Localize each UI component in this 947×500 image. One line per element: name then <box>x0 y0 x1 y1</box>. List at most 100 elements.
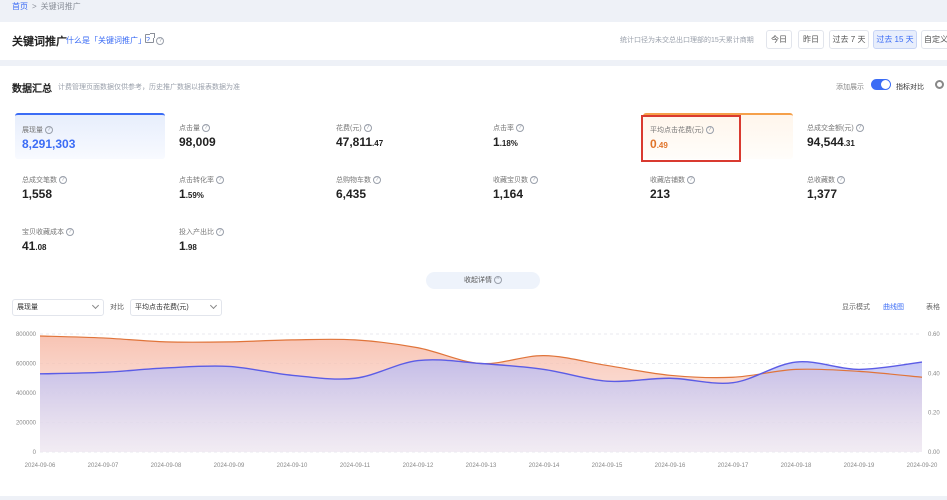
x-tick-label: 2024-09-11 <box>340 463 371 469</box>
y-left-tick-label: 400000 <box>16 391 37 397</box>
chart-axis-labels: 0 200000 400000 600000 800000 0.00 0.20 0.40 0.6… <box>16 332 940 469</box>
breadcrumb: 首页 > 关键词推广 <box>12 1 81 12</box>
primary-metric-value: 展现量 <box>17 304 38 311</box>
external-link-icon[interactable] <box>145 33 155 43</box>
x-tick-label: 2024-09-13 <box>466 463 497 469</box>
metric-value: 41.08 <box>22 239 47 253</box>
metric-card[interactable]: 收藏宝贝数 ? 1,164 <box>486 165 636 211</box>
breadcrumb-home[interactable]: 首页 <box>12 2 28 11</box>
highlight-box <box>641 115 741 162</box>
help-icon: ? <box>705 126 714 135</box>
x-tick-label: 2024-09-14 <box>529 463 560 469</box>
metric-value: 213 <box>650 187 671 201</box>
breadcrumb-separator: > <box>32 2 37 11</box>
range-yesterday-button[interactable]: 昨日 <box>798 30 824 49</box>
metric-label: 收藏店铺数 ? <box>650 175 695 185</box>
range-7-days-button[interactable]: 过去 7 天 <box>829 30 869 49</box>
compare-metric-select[interactable]: 平均点击花费(元) <box>130 299 222 316</box>
metric-label: 总购物车数 ? <box>336 175 381 185</box>
metric-card[interactable]: 宝贝收藏成本 ? 41.08 <box>15 217 165 263</box>
metric-value: 1,377 <box>807 187 838 201</box>
help-icon: ? <box>529 176 538 185</box>
metric-label: 总收藏数 ? <box>807 175 845 185</box>
breadcrumb-current: 关键词推广 <box>40 2 81 11</box>
page-header: 关键词推广 什么是「关键词推广」？ ? 统计口径为未交总出口理部的15天累计商期… <box>0 22 947 60</box>
x-tick-label: 2024-09-10 <box>277 463 308 469</box>
y-left-tick-label: 800000 <box>16 332 37 338</box>
x-tick-label: 2024-09-16 <box>655 463 686 469</box>
summary-title: 数据汇总 <box>12 84 52 95</box>
y-left-tick-label: 0 <box>33 450 37 456</box>
mode-line-chart-tab[interactable]: 曲线图 <box>883 304 904 311</box>
metric-value: 8,291,303 <box>22 137 76 151</box>
metric-label: 收藏宝贝数 ? <box>493 175 538 185</box>
help-icon: ? <box>201 124 210 133</box>
metric-card[interactable]: 投入产出比 ? 1.98 <box>172 217 322 263</box>
metric-card[interactable]: 点击率 ? 1.18% <box>486 113 636 159</box>
metric-label: 宝贝收藏成本 ? <box>22 227 74 237</box>
compare-metric-value: 平均点击花费(元) <box>135 304 189 311</box>
metric-label: 点击转化率 ? <box>179 175 224 185</box>
help-icon: ? <box>65 228 74 237</box>
help-icon: ? <box>215 228 224 237</box>
metric-label: 平均点击花费(元) ? <box>650 125 714 135</box>
chevron-down-icon <box>91 301 100 310</box>
metric-label: 展现量 ? <box>22 125 53 135</box>
what-is-link-text[interactable]: 什么是「关键词推广」？ <box>66 36 154 45</box>
metric-value: 47,811.47 <box>336 135 384 149</box>
x-tick-label: 2024-09-20 <box>907 463 938 469</box>
chevron-down-icon <box>209 301 218 310</box>
collapse-icon: ^ <box>493 276 502 285</box>
y-right-tick-label: 0.40 <box>928 371 940 377</box>
metric-value: 1.98 <box>179 239 197 253</box>
help-icon: ? <box>855 124 864 133</box>
x-tick-label: 2024-09-15 <box>592 463 623 469</box>
metric-card[interactable]: 点击量 ? 98,009 <box>172 113 322 159</box>
what-is-link[interactable]: 什么是「关键词推广」？ ? <box>66 35 165 46</box>
metric-card[interactable]: 总收藏数 ? 1,377 <box>800 165 947 211</box>
x-tick-label: 2024-09-09 <box>214 463 245 469</box>
metric-label: 总成交笔数 ? <box>22 175 67 185</box>
primary-metric-select[interactable]: 展现量 <box>12 299 104 316</box>
metric-card[interactable]: 总购物车数 ? 6,435 <box>329 165 479 211</box>
x-tick-label: 2024-09-06 <box>25 463 56 469</box>
compare-toggle[interactable] <box>871 79 891 90</box>
metric-card[interactable]: 总成交金额(元) ? 94,544.31 <box>800 113 947 159</box>
metric-card[interactable]: 收藏店铺数 ? 213 <box>643 165 793 211</box>
trend-chart: 0 200000 400000 600000 800000 0.00 0.20 0.40 0.6… <box>16 332 940 469</box>
help-icon: ? <box>58 176 67 185</box>
metric-value: 1.18% <box>493 135 518 149</box>
gear-icon[interactable] <box>935 80 944 89</box>
metric-value: 98,009 <box>179 135 216 149</box>
metric-value: 1.59% <box>179 187 204 201</box>
summary-desc: 计费管理页面数据仅供参考，历史推广数据以报表数据为准 <box>58 84 240 91</box>
help-icon: ? <box>156 36 165 45</box>
x-tick-label: 2024-09-19 <box>844 463 875 469</box>
metric-label: 投入产出比 ? <box>179 227 224 237</box>
series-impressions-area <box>40 359 922 452</box>
range-today-button[interactable]: 今日 <box>766 30 792 49</box>
mode-table-tab[interactable]: 表格 <box>926 304 940 311</box>
x-tick-label: 2024-09-12 <box>403 463 434 469</box>
y-left-tick-label: 200000 <box>16 421 37 427</box>
y-right-tick-label: 0.00 <box>928 450 940 456</box>
toggle-details-button[interactable]: 收起详情 ^ <box>426 272 540 289</box>
toggle-details-label[interactable]: 收起详情 <box>464 277 493 284</box>
metric-value: 6,435 <box>336 187 367 201</box>
metric-card[interactable]: 点击转化率 ? 1.59% <box>172 165 322 211</box>
range-custom-button[interactable]: 自定义 <box>921 30 947 49</box>
metric-value: 1,164 <box>493 187 524 201</box>
metric-card[interactable]: 展现量 ? 8,291,303 <box>15 113 165 159</box>
metric-card[interactable]: 总成交笔数 ? 1,558 <box>15 165 165 211</box>
help-icon: ? <box>686 176 695 185</box>
x-tick-label: 2024-09-18 <box>781 463 812 469</box>
toggle-label: 添加展示 <box>836 84 864 91</box>
metric-card[interactable]: 平均点击花费(元) ? 0.49 <box>643 113 793 159</box>
help-icon: ? <box>836 176 845 185</box>
help-icon: ? <box>372 176 381 185</box>
metric-label: 花费(元) ? <box>336 123 372 133</box>
range-15-days-button[interactable]: 过去 15 天 <box>873 30 917 49</box>
metric-card[interactable]: 花费(元) ? 47,811.47 <box>329 113 479 159</box>
stats-note: 统计口径为未交总出口理部的15天累计商期 <box>620 37 754 44</box>
help-icon: ? <box>515 124 524 133</box>
